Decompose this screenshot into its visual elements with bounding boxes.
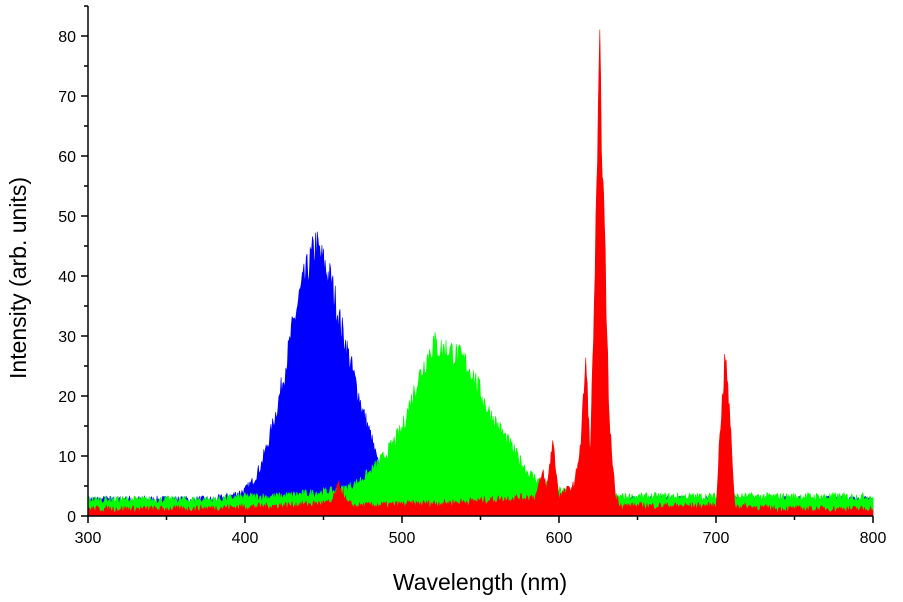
y-tick-label: 60 xyxy=(58,149,76,166)
y-tick-label: 50 xyxy=(58,209,76,226)
series-area-2 xyxy=(87,29,874,517)
y-tick-label: 70 xyxy=(58,89,76,106)
y-tick-label: 20 xyxy=(58,389,76,406)
series-area-1 xyxy=(87,332,874,517)
x-tick-label: 600 xyxy=(546,530,573,547)
y-axis-title: Intensity (arb. units) xyxy=(5,177,31,379)
x-tick-label: 300 xyxy=(75,530,102,547)
series-layer xyxy=(87,29,874,517)
x-axis-title: Wavelength (nm) xyxy=(393,569,567,595)
x-tick-label: 700 xyxy=(703,530,730,547)
x-tick-label: 500 xyxy=(389,530,416,547)
y-tick-label: 10 xyxy=(58,449,76,466)
ticks-layer: 300 400 500 600 700 800 0 10 20 30 40 50 60 70 80 xyxy=(58,5,887,547)
y-tick-label: 40 xyxy=(58,269,76,286)
y-tick-label: 30 xyxy=(58,329,76,346)
x-tick-label: 400 xyxy=(232,530,259,547)
x-tick-label: 800 xyxy=(860,530,887,547)
y-tick-label: 80 xyxy=(58,29,76,46)
y-tick-label: 0 xyxy=(67,509,76,526)
